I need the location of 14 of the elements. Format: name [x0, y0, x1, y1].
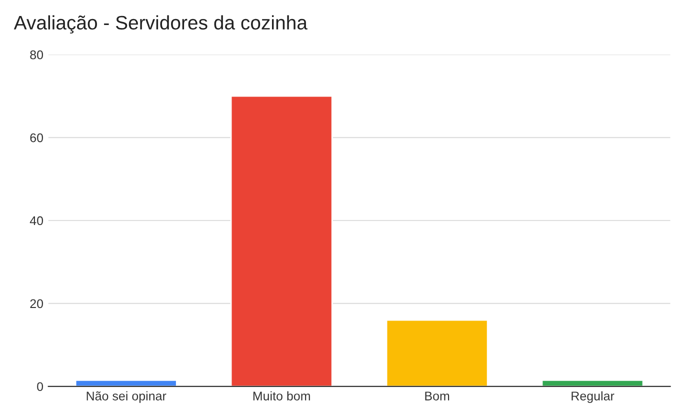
y-tick-label: 20 — [30, 299, 44, 308]
chart-title: Avaliação - Servidores da cozinha — [14, 15, 308, 34]
bar — [74, 379, 178, 386]
bar — [541, 379, 644, 386]
x-tick-label: Não sei opinar — [86, 391, 166, 403]
y-tick-label: 60 — [30, 133, 44, 142]
bar — [230, 95, 333, 386]
x-tick-label: Bom — [425, 392, 450, 400]
y-tick-label: 0 — [37, 382, 44, 392]
y-tick-label: 80 — [30, 50, 44, 60]
y-tick-label: 40 — [30, 216, 44, 226]
x-tick-label: Regular — [572, 391, 614, 403]
bar — [386, 319, 488, 386]
x-tick-label: Muito bom — [253, 391, 310, 400]
